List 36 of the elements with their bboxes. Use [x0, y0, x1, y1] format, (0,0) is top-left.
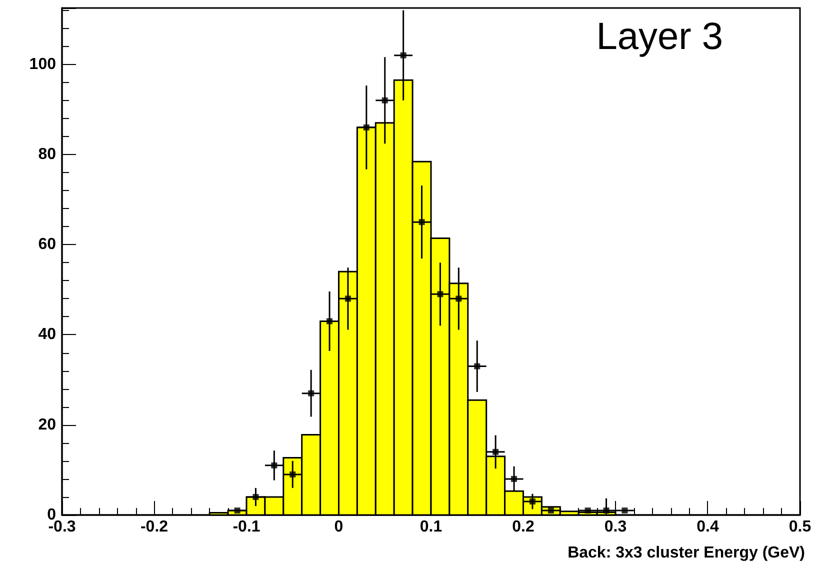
point	[308, 390, 314, 396]
point	[382, 97, 388, 104]
point	[584, 507, 591, 514]
point	[271, 462, 278, 468]
point	[456, 296, 462, 302]
point	[603, 507, 610, 514]
point	[622, 507, 628, 514]
point	[252, 494, 259, 500]
point	[363, 124, 370, 130]
y-tick-label: 60	[38, 236, 56, 254]
x-tick-label: 0.3	[604, 518, 627, 536]
x-tick-label: 0.4	[696, 518, 719, 536]
x-axis-title: Back: 3x3 cluster Energy (GeV)	[568, 544, 805, 562]
point	[326, 318, 333, 324]
annotation: Layer 3	[596, 16, 724, 58]
x-tick-label: 0.2	[512, 518, 534, 536]
point	[400, 52, 406, 58]
y-tick-label: 40	[38, 326, 56, 344]
y-tick-label: 20	[38, 416, 56, 434]
point	[511, 476, 518, 482]
point	[418, 219, 425, 226]
x-tick-label: 0.1	[420, 518, 442, 536]
point	[437, 291, 444, 298]
point	[492, 448, 499, 455]
point	[344, 296, 351, 302]
point	[234, 507, 240, 514]
point	[474, 363, 480, 370]
y-tick-label: 100	[29, 56, 56, 73]
point	[529, 498, 536, 504]
x-tick-label: 0	[334, 518, 344, 536]
x-tick-label: -0.3	[48, 518, 76, 536]
y-tick-label: 80	[38, 146, 56, 163]
x-tick-label: -0.1	[232, 518, 260, 536]
point	[290, 471, 296, 478]
x-tick-label: 0.5	[788, 518, 812, 536]
x-tick-label: -0.2	[140, 518, 168, 536]
